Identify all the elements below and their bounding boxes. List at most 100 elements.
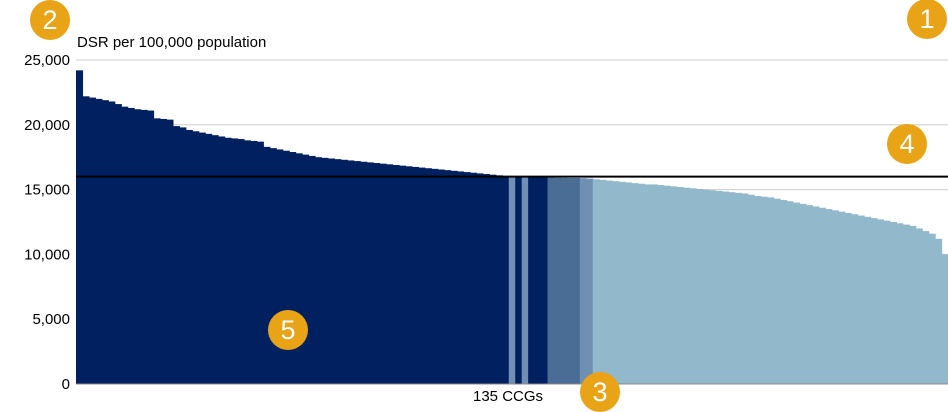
bar-ccg-107 bbox=[760, 196, 768, 384]
bar-ccg-84 bbox=[612, 181, 620, 384]
bar-ccg-119 bbox=[838, 211, 846, 384]
bar-ccg-117 bbox=[825, 209, 833, 384]
bar-ccg-133 bbox=[928, 233, 936, 384]
bar-ccg-124 bbox=[870, 218, 878, 384]
bar-ccg-76 bbox=[560, 177, 568, 384]
bar-ccg-96 bbox=[689, 188, 697, 384]
y-tick-label: 15,000 bbox=[24, 182, 70, 199]
bar-ccg-73 bbox=[541, 177, 549, 384]
bar-ccg-88 bbox=[637, 183, 646, 384]
bar-ccg-63 bbox=[476, 173, 484, 384]
bar-ccg-75 bbox=[553, 177, 562, 384]
bar-ccg-116 bbox=[818, 207, 826, 384]
bar-ccg-64 bbox=[482, 174, 490, 384]
bar-ccg-71 bbox=[528, 176, 536, 384]
bar-ccg-97 bbox=[696, 188, 704, 384]
bar-ccg-43 bbox=[347, 160, 355, 384]
callout-badge-4: 4 bbox=[887, 124, 927, 164]
y-axis-label: DSR per 100,000 population bbox=[77, 34, 267, 51]
bar-ccg-134 bbox=[935, 238, 943, 384]
bar-ccg-85 bbox=[618, 181, 626, 384]
bar-ccg-82 bbox=[599, 179, 607, 384]
bar-ccg-89 bbox=[644, 184, 652, 384]
bar-ccg-27 bbox=[243, 140, 251, 384]
bar-ccg-65 bbox=[489, 174, 497, 384]
bar-ccg-62 bbox=[470, 172, 478, 384]
bar-ccg-104 bbox=[741, 193, 749, 384]
bar-ccg-60 bbox=[457, 171, 465, 384]
bar-ccg-90 bbox=[650, 184, 658, 384]
bar-ccg-128 bbox=[896, 223, 904, 384]
bar-ccg-115 bbox=[812, 206, 820, 384]
bar-ccg-49 bbox=[386, 164, 394, 384]
bar-ccg-25 bbox=[231, 138, 239, 384]
bar-ccg-47 bbox=[373, 163, 381, 384]
bar-ccg-102 bbox=[728, 192, 736, 384]
bar-ccg-113 bbox=[799, 203, 807, 384]
bar-ccg-105 bbox=[747, 194, 755, 384]
bar-ccg-79 bbox=[579, 178, 587, 384]
bar-ccg-83 bbox=[605, 180, 613, 384]
bar-ccg-30 bbox=[263, 146, 271, 384]
bar-ccg-51 bbox=[398, 165, 407, 384]
bar-ccg-19 bbox=[192, 131, 200, 384]
bar-ccg-11 bbox=[140, 109, 148, 385]
bar-ccg-21 bbox=[205, 133, 213, 384]
bar-ccg-3 bbox=[88, 97, 96, 384]
bar-ccg-72 bbox=[534, 177, 542, 384]
bar-ccg-5 bbox=[101, 100, 109, 385]
bar-ccg-45 bbox=[360, 161, 368, 384]
bar-ccg-132 bbox=[922, 231, 930, 384]
callout-badge-2: 2 bbox=[30, 0, 70, 40]
bar-ccg-70 bbox=[521, 176, 529, 384]
bar-ccg-28 bbox=[250, 141, 258, 384]
bar-ccg-118 bbox=[831, 210, 839, 384]
bar-ccg-54 bbox=[418, 167, 426, 384]
callout-badge-5: 5 bbox=[268, 310, 308, 350]
bar-ccg-22 bbox=[211, 135, 219, 384]
bar-ccg-130 bbox=[909, 225, 917, 384]
bar-ccg-20 bbox=[198, 132, 206, 384]
bar-ccg-112 bbox=[792, 202, 801, 384]
bar-ccg-53 bbox=[411, 166, 419, 384]
bar-ccg-37 bbox=[308, 155, 316, 384]
bar-ccg-40 bbox=[327, 158, 335, 384]
bar-ccg-56 bbox=[431, 168, 439, 384]
bar-ccg-135 bbox=[941, 254, 948, 384]
bar-ccg-59 bbox=[450, 170, 458, 384]
bar-ccg-8 bbox=[121, 106, 129, 384]
y-tick-label: 10,000 bbox=[24, 246, 70, 263]
bar-ccg-109 bbox=[773, 198, 781, 384]
bar-ccg-46 bbox=[366, 162, 374, 384]
bar-ccg-13 bbox=[153, 118, 161, 384]
bar-ccg-24 bbox=[224, 137, 232, 384]
bar-ccg-127 bbox=[889, 222, 897, 384]
bar-ccg-14 bbox=[159, 118, 168, 384]
bar-ccg-78 bbox=[573, 177, 581, 384]
bar-ccg-93 bbox=[670, 186, 678, 384]
callout-badge-3: 3 bbox=[580, 372, 620, 412]
bar-ccg-131 bbox=[915, 228, 923, 384]
bar-ccg-44 bbox=[353, 161, 361, 384]
bar-ccg-55 bbox=[424, 168, 432, 384]
bar-ccg-106 bbox=[754, 196, 762, 384]
bar-ccg-120 bbox=[844, 212, 852, 384]
bar-ccg-108 bbox=[767, 197, 775, 384]
bar-ccg-126 bbox=[883, 220, 891, 384]
bar-ccg-39 bbox=[321, 157, 329, 384]
bar-ccg-61 bbox=[463, 172, 471, 384]
bar-ccg-26 bbox=[237, 139, 245, 384]
bar-ccg-10 bbox=[134, 109, 142, 384]
bar-ccg-4 bbox=[95, 98, 103, 384]
bar-ccg-38 bbox=[314, 157, 323, 384]
bar-ccg-66 bbox=[495, 175, 503, 384]
bar-ccg-77 bbox=[566, 177, 574, 384]
bar-ccg-129 bbox=[902, 224, 910, 384]
bar-ccg-103 bbox=[734, 192, 742, 384]
bar-ccg-17 bbox=[179, 127, 187, 384]
bar-ccg-80 bbox=[586, 178, 594, 384]
bar-ccg-87 bbox=[631, 183, 639, 384]
bar-ccg-32 bbox=[276, 149, 284, 384]
bar-ccg-122 bbox=[857, 215, 865, 384]
